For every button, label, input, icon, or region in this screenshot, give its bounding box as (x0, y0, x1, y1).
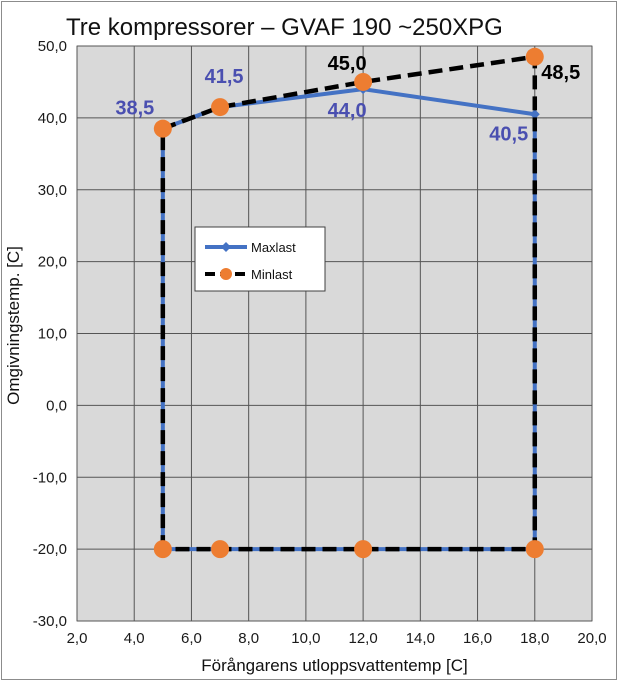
series-maxlast-point (529, 109, 540, 120)
data-label: 40,5 (489, 123, 528, 145)
legend: Maxlast Minlast (194, 226, 326, 292)
series-minlast-point (525, 47, 544, 66)
x-tick-label: 2,0 (67, 630, 88, 647)
data-label: 41,5 (205, 66, 244, 88)
series-minlast-point (153, 540, 172, 559)
legend-box (194, 226, 326, 292)
data-label: 38,5 (115, 98, 154, 120)
x-tick-label: 8,0 (238, 630, 259, 647)
data-label: 44,0 (328, 100, 367, 122)
x-tick-label: 16,0 (463, 630, 492, 647)
y-tick-label: 40,0 (38, 110, 67, 127)
x-tick-label: 12,0 (349, 630, 378, 647)
legend-marker-minlast (220, 268, 232, 280)
series-minlast-point (153, 119, 172, 138)
y-tick-label: 50,0 (38, 38, 67, 55)
y-axis-ticks: -30,0 -20,0 -10,0 0,0 10,0 20,0 30,0 40,0 50,0 (33, 38, 67, 630)
y-tick-label: -30,0 (33, 613, 67, 630)
chart-title: Tre kompressorer – GVAF 190 ~250XPG (66, 14, 503, 41)
series-minlast-point (211, 98, 230, 117)
y-tick-label: -20,0 (33, 541, 67, 558)
x-tick-label: 6,0 (181, 630, 202, 647)
y-tick-label: 10,0 (38, 326, 67, 343)
data-label: 48,5 (541, 62, 580, 84)
series-minlast-point (211, 540, 230, 559)
legend-marker-maxlast (221, 242, 231, 252)
series-minlast-point (354, 540, 373, 559)
legend-label-maxlast: Maxlast (251, 240, 296, 255)
series-layer (153, 47, 544, 559)
x-tick-label: 10,0 (291, 630, 320, 647)
legend-label-minlast: Minlast (251, 267, 293, 282)
x-tick-label: 18,0 (520, 630, 549, 647)
data-labels: 38,5 41,5 45,0 44,0 48,5 40,5 (115, 53, 580, 145)
y-tick-label: 0,0 (46, 397, 67, 414)
x-tick-label: 14,0 (406, 630, 435, 647)
data-label: 45,0 (328, 53, 367, 75)
y-tick-label: -10,0 (33, 469, 67, 486)
x-tick-label: 4,0 (124, 630, 145, 647)
series-minlast-point (354, 72, 373, 91)
x-axis-label: Förångarens utloppsvattentemp [C] (201, 656, 467, 675)
y-tick-label: 20,0 (38, 254, 67, 271)
y-axis-label: Omgivningstemp. [C] (4, 246, 23, 405)
x-tick-label: 20,0 (577, 630, 606, 647)
x-axis-ticks: 2,0 4,0 6,0 8,0 10,0 12,0 14,0 16,0 18,0 20,0 (67, 630, 607, 647)
y-tick-label: 30,0 (38, 182, 67, 199)
series-minlast-point (525, 540, 544, 559)
